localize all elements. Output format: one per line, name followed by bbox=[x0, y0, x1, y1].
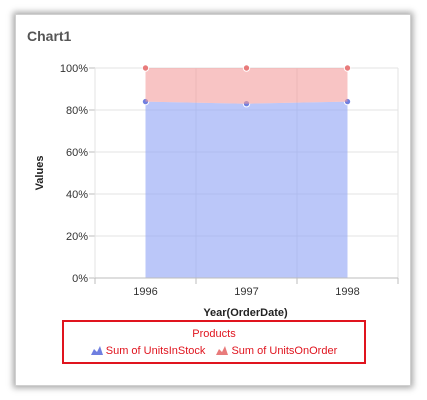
y-tick-label: 100% bbox=[60, 63, 88, 75]
y-tick-label: 80% bbox=[66, 105, 88, 117]
area-series-icon bbox=[90, 346, 103, 355]
area-series-units-on-order bbox=[145, 68, 348, 104]
area-series-units-in-stock bbox=[145, 101, 348, 278]
chart-legend: Products Sum of UnitsInStock Sum of Unit… bbox=[62, 320, 366, 364]
legend-items: Sum of UnitsInStock Sum of UnitsOnOrder bbox=[64, 345, 364, 357]
legend-item-units-on-order[interactable]: Sum of UnitsOnOrder bbox=[216, 345, 337, 357]
y-tick-label: 40% bbox=[66, 189, 88, 201]
legend-item-units-in-stock[interactable]: Sum of UnitsInStock bbox=[90, 345, 206, 357]
y-tick-label: 20% bbox=[66, 231, 88, 243]
x-tick-label: 1998 bbox=[335, 286, 359, 298]
area-series-icon bbox=[216, 346, 229, 355]
legend-title: Products bbox=[192, 328, 236, 340]
data-point bbox=[343, 64, 352, 72]
data-point bbox=[141, 64, 150, 72]
legend-label-units-in-stock: Sum of UnitsInStock bbox=[105, 345, 206, 357]
legend-label-units-on-order: Sum of UnitsOnOrder bbox=[231, 345, 338, 357]
y-tick-label: 0% bbox=[72, 273, 88, 285]
x-axis-title: Year(OrderDate) bbox=[203, 307, 288, 319]
data-point bbox=[242, 64, 251, 72]
y-axis-title: Values bbox=[34, 156, 46, 191]
chart-card-title: Chart1 bbox=[27, 28, 72, 44]
y-tick-label: 60% bbox=[66, 147, 88, 159]
x-tick-label: 1996 bbox=[133, 286, 157, 298]
x-tick-label: 1997 bbox=[234, 286, 258, 298]
